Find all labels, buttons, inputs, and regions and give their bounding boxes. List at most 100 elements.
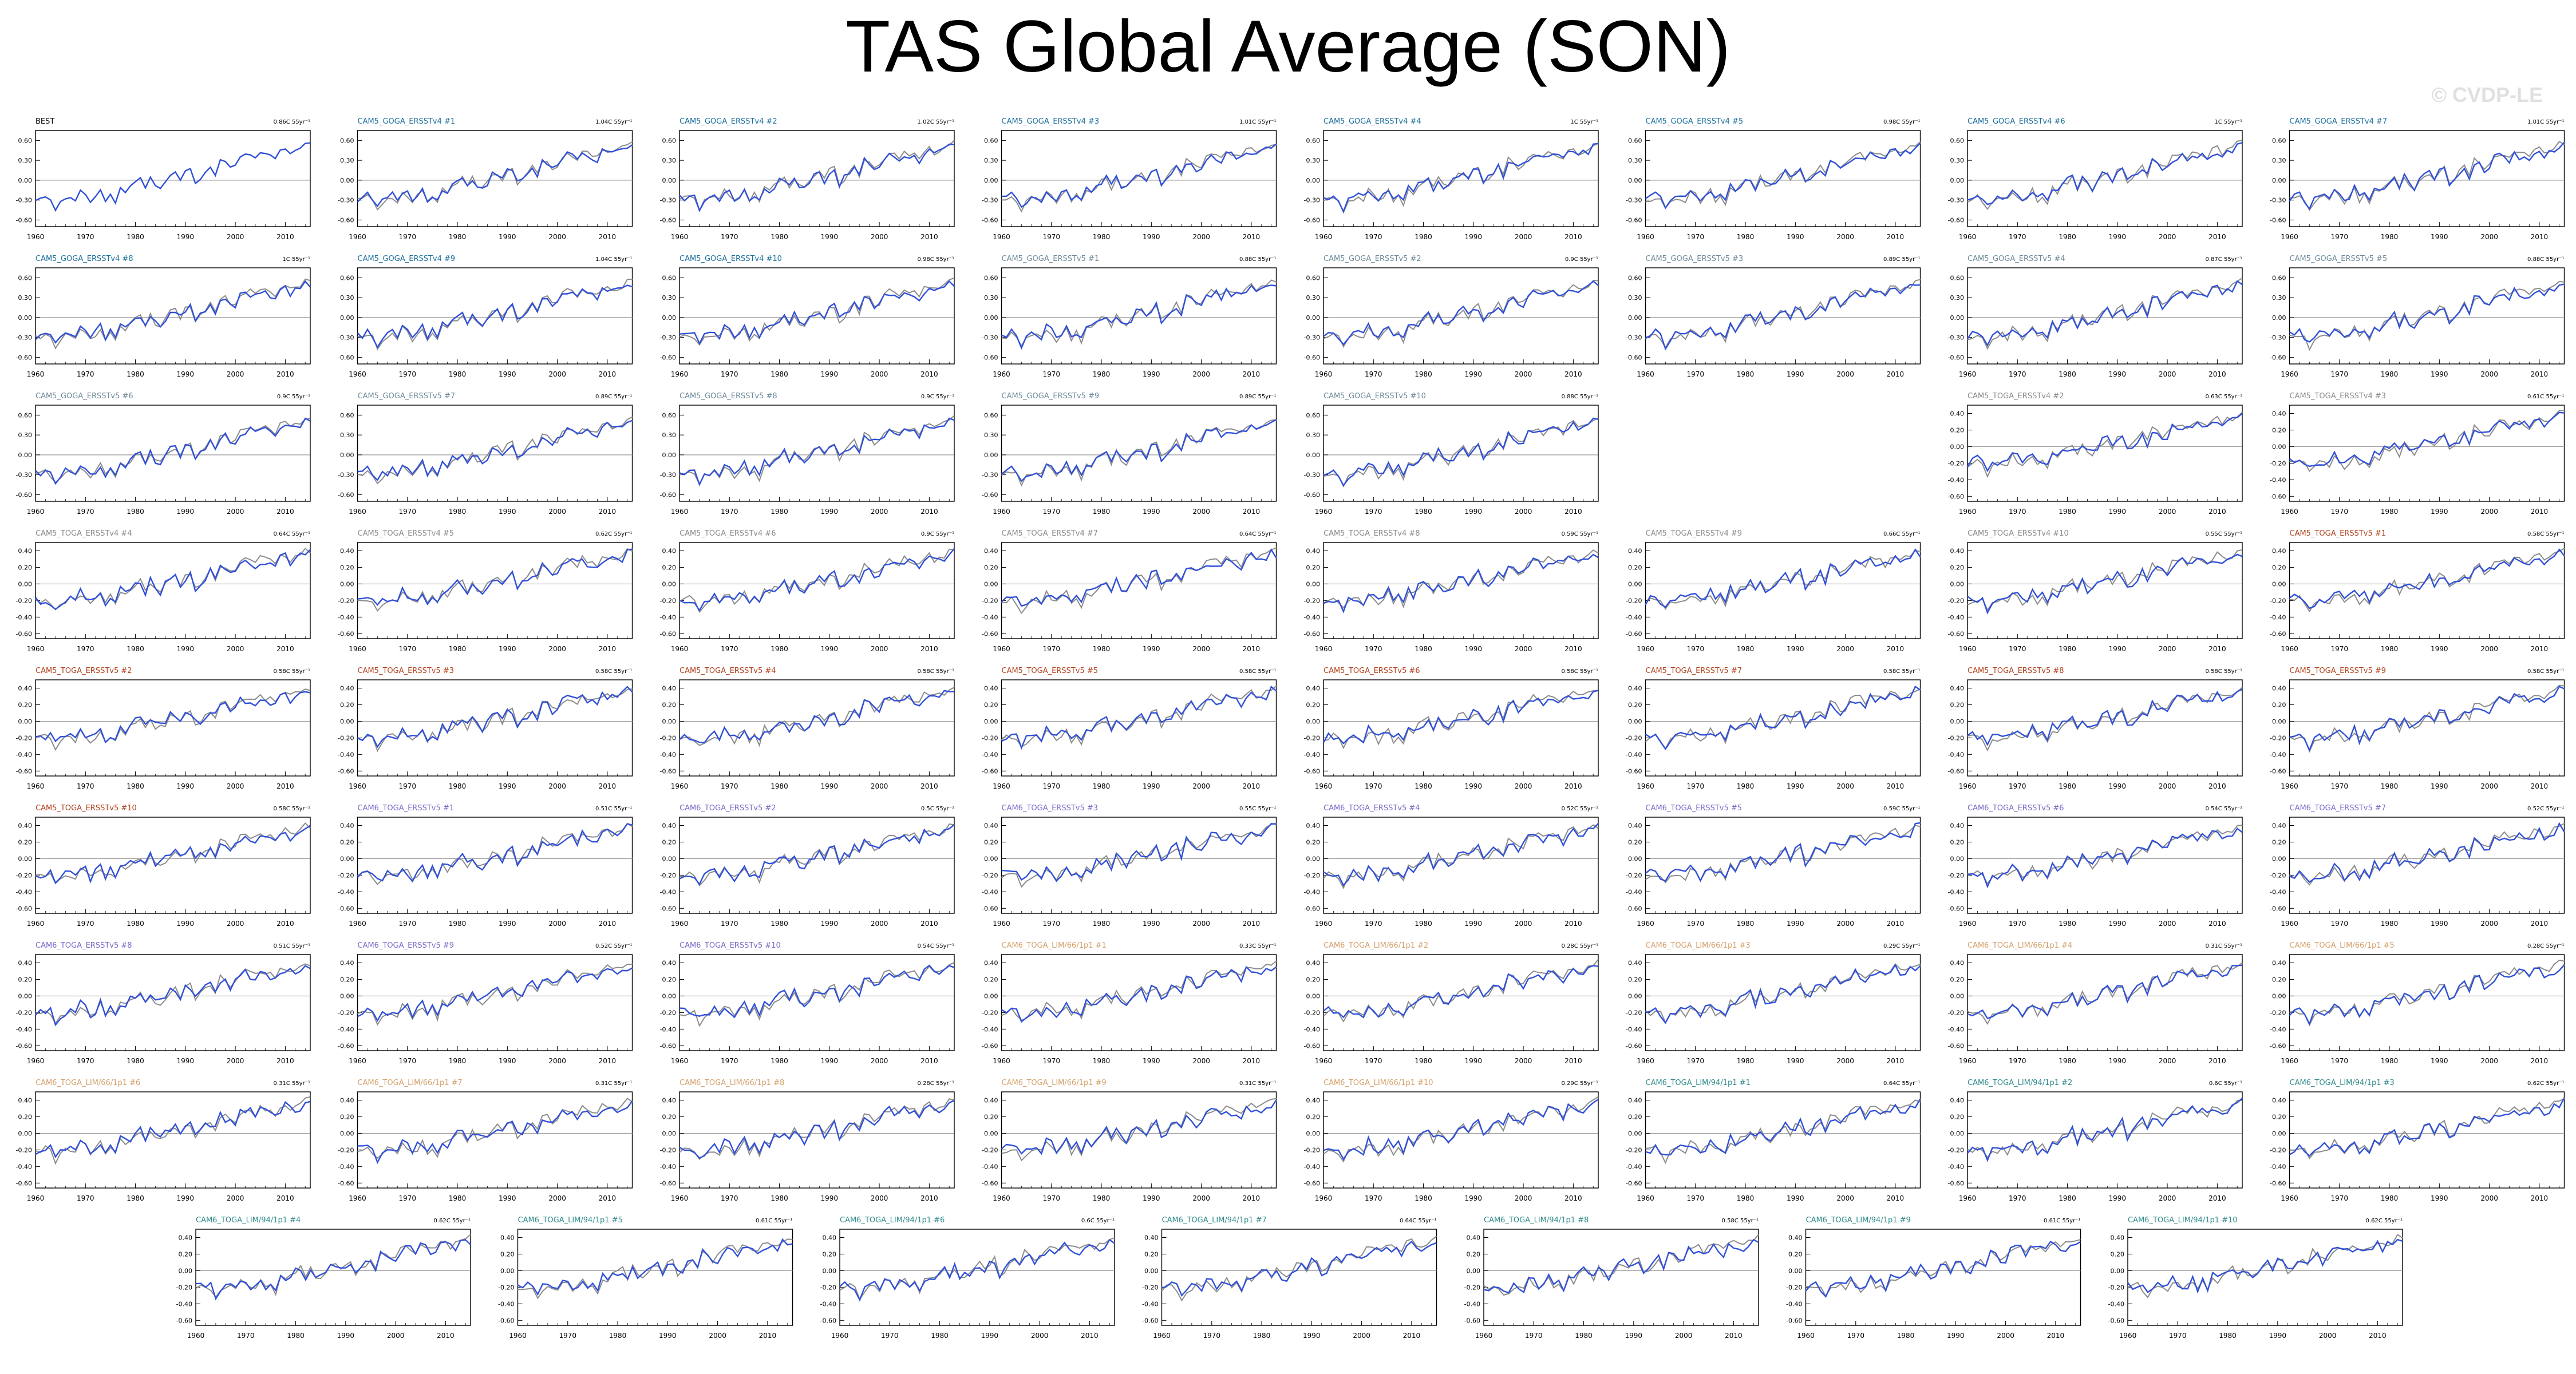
x-tick-label: 1960	[27, 1057, 45, 1065]
y-tick-label: -0.60	[1304, 491, 1320, 498]
x-tick-label: 1980	[2381, 782, 2399, 790]
panel-trend-label: 0.63C 55yr⁻¹	[2206, 394, 2242, 400]
panel-title: CAM6_TOGA_LIM/66/1p1 #9	[1002, 1079, 1107, 1087]
x-tick-label: 1960	[27, 1194, 45, 1202]
x-tick-label: 1970	[881, 1332, 899, 1340]
y-tick-label: -0.40	[1948, 476, 1964, 484]
y-tick-label: 0.00	[662, 1130, 677, 1137]
y-tick-label: -0.30	[982, 334, 998, 342]
x-tick-label: 1970	[398, 233, 416, 241]
y-tick-label: 0.00	[662, 580, 677, 588]
observed-series-line	[357, 688, 633, 753]
x-tick-label: 1980	[2059, 1194, 2076, 1202]
x-tick-label: 1970	[1686, 920, 1704, 928]
x-tick-label: 1990	[2109, 1057, 2127, 1065]
y-tick-label: 0.60	[1306, 411, 1321, 419]
panel-trend-label: 0.61C 55yr⁻¹	[2044, 1218, 2080, 1224]
model-series-line	[1645, 548, 1921, 608]
x-tick-label: 1960	[1959, 370, 1977, 378]
y-tick-label: 0.40	[2111, 1234, 2125, 1241]
y-tick-label: -0.20	[660, 734, 676, 742]
panel-frame	[1967, 405, 2243, 502]
x-tick-label: 2010	[1887, 233, 1905, 241]
x-tick-label: 1970	[2330, 782, 2348, 790]
x-tick-label: 2010	[2208, 645, 2226, 653]
panel-trend-label: 0.55C 55yr⁻¹	[1239, 806, 1276, 812]
panel: CAM6_TOGA_LIM/94/1p1 #2 0.6C 55yr⁻¹ 0.40 0.…	[1948, 1079, 2243, 1202]
panel-frame	[1323, 1091, 1599, 1189]
panel-title: CAM6_TOGA_LIM/94/1p1 #5	[518, 1216, 623, 1225]
panel-frame	[357, 542, 633, 639]
model-series-line	[1001, 143, 1277, 208]
panel-title: CAM5_TOGA_ERSSTv5 #5	[1002, 667, 1099, 675]
observed-series-line	[2289, 548, 2565, 612]
y-tick-label: 0.30	[662, 157, 677, 164]
y-tick-label: 0.20	[500, 1250, 515, 1258]
y-tick-label: 0.20	[1628, 838, 1642, 846]
x-tick-label: 2010	[1887, 370, 1905, 378]
y-tick-label: 0.00	[1467, 1267, 1481, 1274]
x-tick-label: 1960	[831, 1332, 849, 1340]
y-tick-label: -0.40	[16, 751, 32, 758]
panel-title: CAM6_TOGA_LIM/94/1p1 #7	[1162, 1216, 1267, 1225]
y-tick-label: -0.60	[338, 1179, 354, 1187]
x-tick-label: 2010	[276, 920, 294, 928]
x-tick-label: 1990	[821, 920, 839, 928]
observed-series-line	[2289, 280, 2565, 351]
y-tick-label: -0.40	[1626, 613, 1642, 621]
panel: CAM6_TOGA_LIM/66/1p1 #10 0.29C 55yr⁻¹ 0.40…	[1304, 1079, 1599, 1202]
y-tick-label: 0.00	[2272, 992, 2286, 1000]
x-tick-label: 2000	[871, 920, 888, 928]
y-tick-label: 0.20	[662, 838, 677, 846]
x-tick-label: 1990	[981, 1332, 999, 1340]
y-tick-label: 0.40	[662, 684, 677, 692]
y-tick-label: 0.00	[2272, 443, 2286, 450]
x-tick-label: 1990	[2269, 1332, 2287, 1340]
x-tick-label: 1990	[821, 1194, 839, 1202]
x-tick-label: 1990	[177, 645, 195, 653]
y-tick-label: 0.20	[662, 976, 677, 983]
model-series-line	[195, 1239, 471, 1301]
y-tick-label: 0.20	[18, 976, 33, 983]
panel: CAM5_TOGA_ERSSTv5 #4 0.58C 55yr⁻¹ 0.40 0.20…	[660, 667, 955, 790]
panel-title: CAM5_GOGA_ERSSTv4 #5	[1646, 117, 1744, 126]
x-tick-label: 2000	[871, 645, 888, 653]
x-tick-label: 1990	[499, 1057, 516, 1065]
x-tick-label: 1990	[2431, 233, 2448, 241]
x-tick-label: 1990	[1303, 1332, 1321, 1340]
x-tick-label: 1990	[1465, 1194, 1483, 1202]
panel: CAM5_GOGA_ERSSTv5 #7 0.89C 55yr⁻¹ 0.60 0.30…	[338, 392, 633, 516]
panel-frame	[1001, 405, 1277, 502]
panel-title: CAM5_TOGA_ERSSTv5 #9	[2290, 667, 2387, 675]
panel-trend-label: 0.62C 55yr⁻¹	[2527, 1080, 2564, 1087]
y-tick-label: -0.60	[1948, 216, 1964, 224]
y-tick-label: 0.20	[1306, 564, 1321, 571]
y-tick-label: -0.20	[660, 597, 676, 604]
x-tick-label: 1960	[671, 645, 689, 653]
panel-trend-label: 1.01C 55yr⁻¹	[1239, 119, 1276, 125]
x-tick-label: 2010	[2369, 1332, 2387, 1340]
x-tick-label: 1980	[449, 920, 467, 928]
panel: CAM6_TOGA_LIM/94/1p1 #6 0.6C 55yr⁻¹ 0.40 0.…	[820, 1216, 1115, 1340]
panel-title: CAM6_TOGA_LIM/66/1p1 #8	[679, 1079, 784, 1087]
x-tick-label: 1970	[398, 508, 416, 516]
y-tick-label: 0.40	[340, 1096, 354, 1104]
x-tick-label: 1960	[2281, 920, 2298, 928]
y-tick-label: 0.60	[2272, 137, 2286, 144]
x-tick-label: 2000	[1515, 782, 1532, 790]
y-tick-label: 0.00	[1950, 1130, 1965, 1137]
y-tick-label: -0.20	[1948, 1146, 1964, 1154]
panel-frame	[35, 817, 311, 914]
x-tick-label: 2000	[2159, 920, 2176, 928]
model-series-line	[1967, 142, 2243, 205]
y-tick-label: 0.00	[2272, 177, 2286, 184]
y-tick-label: 0.20	[984, 701, 998, 708]
panel: CAM6_TOGA_ERSSTv5 #8 0.51C 55yr⁻¹ 0.40 0.20…	[16, 941, 311, 1065]
panel-trend-label: 0.52C 55yr⁻¹	[595, 943, 632, 949]
panel-trend-label: 0.64C 55yr⁻¹	[1239, 531, 1276, 537]
y-tick-label: -0.20	[176, 1284, 192, 1291]
x-tick-label: 2000	[548, 233, 566, 241]
x-tick-label: 2000	[227, 1194, 244, 1202]
panel: CAM5_GOGA_ERSSTv5 #4 0.87C 55yr⁻¹ 0.60 0.30…	[1948, 255, 2243, 378]
x-tick-label: 1970	[1686, 645, 1704, 653]
